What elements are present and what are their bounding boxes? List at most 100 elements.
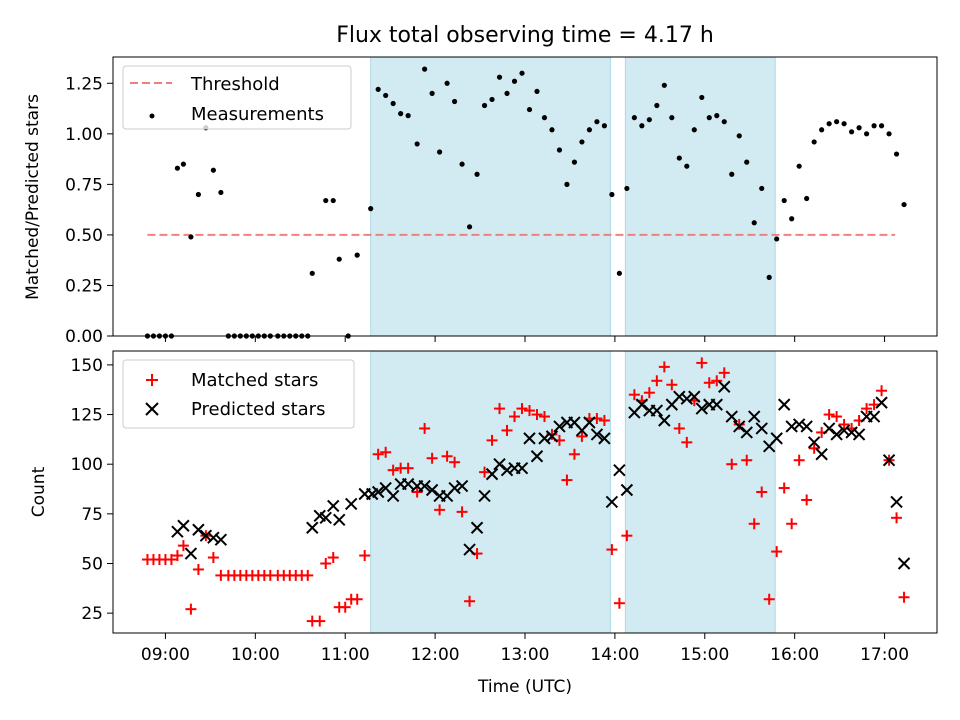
measurement-point xyxy=(699,94,705,101)
measurement-point xyxy=(330,197,336,204)
predicted-star-point xyxy=(635,398,649,411)
matched-star-point xyxy=(402,462,414,474)
matched-star-point xyxy=(793,454,805,466)
predicted-star-point xyxy=(386,489,400,503)
bottom-y-axis-label: Count xyxy=(29,466,49,517)
measurement-point xyxy=(661,82,667,88)
matched-star-point xyxy=(643,387,655,399)
x-tick-label: 17:00 xyxy=(860,645,909,665)
matched-star-point xyxy=(411,486,423,498)
measurement-point xyxy=(405,113,411,119)
measurement-point xyxy=(706,115,712,121)
matched-star-point xyxy=(426,452,438,464)
measurement-point xyxy=(684,163,690,169)
measurement-point xyxy=(841,121,847,127)
predicted-star-point xyxy=(199,529,213,542)
measurement-point xyxy=(336,256,342,262)
matched-star-point xyxy=(673,422,685,434)
matched-star-point xyxy=(733,418,745,430)
x-tick-label: 10:00 xyxy=(231,645,280,665)
predicted-star-point xyxy=(830,428,843,441)
predicted-star-point xyxy=(792,418,806,431)
predicted-star-point xyxy=(177,519,190,532)
measurement-point xyxy=(759,185,765,192)
top-legend-box xyxy=(122,65,352,130)
measurement-point xyxy=(901,201,907,208)
predicted-star-point xyxy=(718,380,731,393)
predicted-star-point xyxy=(882,454,896,467)
matched-star-point xyxy=(501,424,513,436)
y-tick-label: 50 xyxy=(81,554,103,574)
measurement-point xyxy=(601,123,608,129)
predicted-star-points xyxy=(171,380,911,570)
matched-star-point xyxy=(372,448,384,460)
measurement-point xyxy=(398,111,404,117)
matched-star-point xyxy=(516,403,528,415)
measurement-point xyxy=(646,117,652,123)
measurement-point xyxy=(519,70,525,76)
measurement-point xyxy=(437,149,443,155)
predicted-star-point xyxy=(327,499,340,513)
measurement-point xyxy=(811,139,817,145)
measurement-point xyxy=(863,131,870,137)
y-tick-label: 1.00 xyxy=(65,125,103,145)
matched-star-point xyxy=(628,389,640,401)
predicted-star-point xyxy=(538,432,551,445)
measurement-point xyxy=(676,155,682,161)
measurement-point xyxy=(624,185,630,192)
measurement-point xyxy=(819,127,825,133)
top-legend: Threshold Measurements xyxy=(122,65,352,130)
matched-star-point xyxy=(479,466,491,478)
predicted-star-point xyxy=(725,410,738,423)
measurement-point xyxy=(609,191,615,198)
predicted-star-point xyxy=(837,424,851,437)
matched-star-point xyxy=(606,544,618,556)
measurement-point xyxy=(511,78,518,84)
measurement-point xyxy=(309,270,315,276)
matched-star-point xyxy=(666,379,678,391)
matched-star-point xyxy=(509,411,521,423)
measurement-point xyxy=(654,102,660,109)
predicted-star-point xyxy=(515,461,529,475)
predicted-star-point xyxy=(306,521,319,534)
predicted-star-point xyxy=(425,483,439,497)
matched-star-point xyxy=(576,430,588,442)
predicted-star-point xyxy=(673,390,686,403)
y-tick-label: 0.75 xyxy=(65,175,103,195)
matched-star-point xyxy=(823,409,835,421)
measurement-point xyxy=(834,119,840,125)
matched-star-point xyxy=(464,595,476,607)
matched-star-point xyxy=(538,411,550,423)
measurement-point xyxy=(390,100,396,107)
predicted-star-point xyxy=(845,426,858,439)
predicted-star-point xyxy=(875,396,888,409)
measurement-point xyxy=(789,216,795,222)
predicted-star-point xyxy=(545,430,559,443)
measurement-point xyxy=(429,90,435,96)
matched-star-point xyxy=(718,367,730,379)
matched-star-point xyxy=(808,442,820,454)
predicted-star-point xyxy=(650,404,664,417)
measurement-point xyxy=(218,189,224,196)
top-shaded-regions xyxy=(370,56,776,337)
measurement-point xyxy=(744,159,750,165)
matched-star-point xyxy=(456,506,468,518)
predicted-star-point xyxy=(852,428,866,441)
matched-star-point xyxy=(658,361,670,373)
x-tick-label: 15:00 xyxy=(680,645,729,665)
measurement-point xyxy=(451,98,458,105)
measurement-point xyxy=(489,96,495,103)
measurement-point xyxy=(871,123,877,129)
predicted-star-point xyxy=(500,463,514,477)
matched-star-point xyxy=(621,530,633,542)
matched-star-point xyxy=(359,550,371,562)
matched-star-point xyxy=(726,458,738,470)
matched-star-point xyxy=(380,446,392,458)
matched-star-point xyxy=(891,512,903,524)
predicted-star-point xyxy=(807,436,821,449)
measurement-point xyxy=(729,171,735,177)
x-tick-label: 13:00 xyxy=(501,645,550,665)
matched-star-point xyxy=(876,385,888,397)
matched-star-point xyxy=(441,450,453,462)
predicted-star-point xyxy=(553,420,566,433)
